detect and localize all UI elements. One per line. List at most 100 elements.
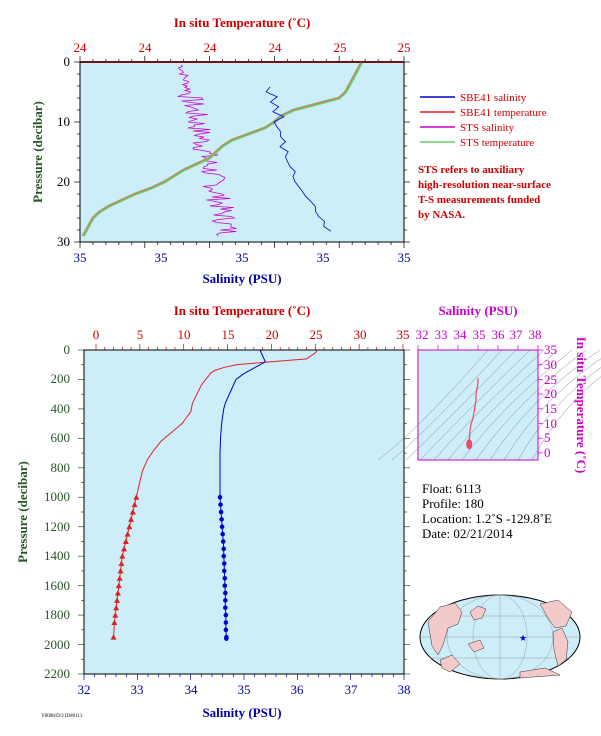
bottom-panel-top-axis-title: In situ Temperature (˚C): [174, 303, 311, 318]
ts-density-contour: [517, 367, 601, 461]
ts-plot-frame: [417, 349, 539, 461]
bottom-sbe-salinity-point: [222, 575, 228, 581]
top-tick-left-1: 10: [57, 114, 70, 129]
date: Date: 02/21/2014: [422, 526, 513, 541]
top-tick-left-2: 20: [57, 174, 70, 189]
bottom-sbe-temperature-point: [122, 538, 129, 544]
ts-tick-right-5: 10: [544, 416, 557, 431]
ts-density-contour: [377, 349, 489, 461]
bottom-sbe-temperature-point: [112, 612, 119, 618]
bottom-panel-bottom-axis-title: Salinity (PSU): [202, 705, 281, 720]
bottom-sbe-salinity-point: [223, 605, 228, 611]
bottom-sbe-salinity-point: [223, 598, 228, 603]
bottom-tick-top-5: 25: [310, 327, 323, 342]
bottom-sbe-temperature-point: [114, 597, 121, 603]
ts-panel-right-axis-title: In situ Temperature (˚C): [574, 337, 589, 474]
legend-note-line-1: STS refers to auxiliary: [418, 164, 525, 176]
bottom-sbe-temperature-point: [115, 582, 122, 589]
ts-tick-top-1: 33: [435, 327, 448, 342]
bottom-sbe-salinity-point: [218, 509, 224, 515]
top-tick-bottom-4: 35: [398, 250, 411, 265]
ts-deep-water-cluster: [466, 439, 473, 450]
ts-panel-series: [466, 378, 479, 450]
bottom-panel-left-tick-labels: 0 200 400 600 800 1000 1200 1400 1600 18…: [44, 342, 70, 681]
bottom-sbe-temperature-point: [124, 531, 131, 537]
bottom-sbe-temperature-point: [117, 567, 124, 574]
bottom-sbe-temperature-point: [116, 575, 123, 581]
bottom-sbe-salinity-point: [224, 636, 229, 641]
map-land: [427, 599, 573, 679]
bottom-tick-bottom-5: 37: [345, 682, 359, 697]
ts-tick-top-5: 37: [510, 327, 524, 342]
bottom-tick-bottom-4: 36: [291, 682, 305, 697]
top-panel-top-axis-title: In situ Temperature (˚C): [174, 15, 311, 30]
bottom-tick-bottom-2: 34: [185, 682, 199, 697]
bottom-tick-left-5: 1000: [44, 489, 70, 504]
legend-note-line-2: high-resolution near-surface: [418, 179, 551, 191]
ts-panel: Salinity (PSU) In situ Temperature (˚C) …: [377, 303, 601, 474]
bottom-sbe-salinity-point: [223, 590, 228, 596]
ts-tick-right-3: 20: [544, 386, 557, 401]
bottom-sbe-salinity-point: [223, 620, 229, 625]
bottom-panel: In situ Temperature (˚C) Salinity (PSU) …: [15, 303, 411, 720]
bottom-tick-top-2: 10: [178, 327, 191, 342]
bottom-sbe-salinity-point: [217, 494, 223, 500]
float-id: Float: 6113: [422, 481, 481, 496]
ts-tick-top-3: 35: [473, 327, 486, 342]
bottom-tick-bottom-6: 38: [398, 682, 411, 697]
bottom-sbe-temperature-point: [129, 509, 136, 515]
bottom-sbe-temperature-point: [133, 494, 140, 500]
ts-density-contours: [377, 349, 601, 461]
bottom-sbe-salinity-line: [219, 349, 266, 498]
ts-density-contour: [475, 349, 587, 461]
ts-tick-top-6: 38: [529, 327, 542, 342]
bottom-sbe-salinity-point: [222, 583, 228, 588]
top-panel: In situ Temperature (˚C) Salinity (PSU) …: [30, 15, 411, 286]
float-location-star: ★: [519, 633, 527, 643]
ts-tick-right-0: 35: [544, 342, 557, 357]
bottom-tick-left-9: 1800: [44, 607, 70, 622]
top-plot-frame: [79, 61, 405, 243]
ts-profile-line: [468, 378, 479, 446]
ts-density-contour: [405, 349, 517, 461]
ts-tick-right-2: 25: [544, 372, 557, 387]
bottom-panel-bottom-tick-labels: 32 33 34 35 36 37 38: [78, 682, 411, 697]
ts-tick-top-4: 36: [492, 327, 506, 342]
bottom-tick-bottom-0: 32: [78, 682, 91, 697]
profile-number: Profile: 180: [422, 496, 484, 511]
bottom-plot-area: [84, 350, 404, 674]
legend-note-line-4: by NASA.: [418, 209, 465, 221]
ts-tick-right-7: 0: [544, 445, 551, 460]
ts-tick-top-2: 34: [454, 327, 468, 342]
bottom-tick-left-4: 800: [51, 460, 71, 475]
ts-tick-right-1: 30: [544, 357, 557, 372]
bottom-sbe-temperature-point: [121, 545, 128, 552]
bottom-sbe-salinity-point: [219, 517, 224, 522]
ts-density-contour: [461, 349, 573, 461]
top-sts-temperature-line: [81, 61, 364, 237]
bottom-sbe-salinity-point: [221, 568, 227, 574]
bottom-plot-frame: [83, 349, 405, 675]
top-panel-bottom-axis-title: Salinity (PSU): [202, 271, 281, 286]
top-tick-bottom-3: 35: [317, 250, 330, 265]
bottom-tick-bottom-1: 33: [131, 682, 144, 697]
bottom-sbe-temperature-point: [119, 553, 126, 559]
ts-density-contour: [503, 358, 601, 461]
bottom-sbe-temperature-point: [126, 523, 133, 530]
ts-tick-right-4: 15: [544, 401, 557, 416]
top-tick-left-0: 0: [64, 54, 71, 69]
top-tick-top-0: 24: [74, 40, 88, 55]
legend: SBE41 salinity SBE41 temperature STS sal…: [418, 92, 551, 221]
world-map: ★: [419, 594, 581, 680]
bottom-sbe-temperature-point: [111, 619, 118, 625]
top-tick-top-5: 25: [398, 40, 411, 55]
bottom-sbe-salinity-point: [220, 539, 226, 544]
bottom-tick-top-7: 35: [397, 327, 410, 342]
ts-tick-right-6: 5: [544, 430, 551, 445]
top-tick-top-3: 24: [269, 40, 283, 55]
top-tick-top-4: 25: [334, 40, 347, 55]
top-tick-bottom-0: 35: [74, 250, 87, 265]
top-panel-left-axis-title: Pressure (decibar): [30, 101, 45, 203]
bottom-panel-series: [110, 349, 318, 641]
bottom-tick-left-3: 600: [51, 430, 71, 445]
